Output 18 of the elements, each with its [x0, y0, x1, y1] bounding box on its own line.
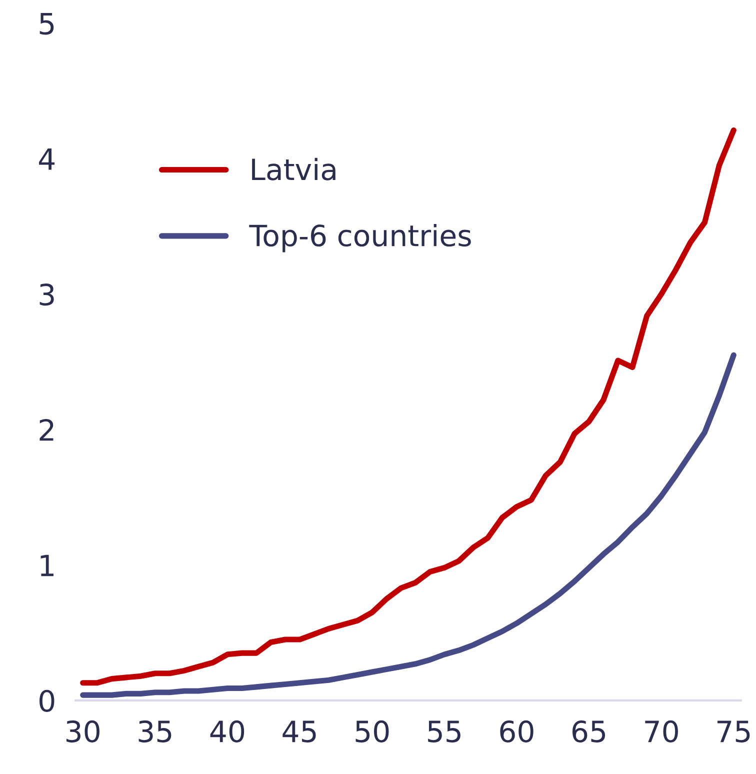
x-tick-label: 50	[356, 720, 389, 742]
y-tick-label: 2	[40, 419, 54, 441]
x-tick-label: 45	[282, 720, 316, 742]
y-tick-label: 3	[40, 284, 54, 306]
x-tick-label: 70	[645, 720, 678, 742]
x-tick-label: 55	[428, 720, 460, 742]
y-tick-label: 1	[40, 554, 54, 576]
x-tick-label: 35	[138, 720, 172, 742]
legend-label: Top-6 countries	[249, 224, 471, 252]
x-tick-label: 60	[500, 720, 534, 742]
x-tick-label: 30	[66, 720, 100, 742]
x-tick-label: 75	[717, 720, 750, 742]
y-tick-label: 4	[39, 148, 55, 170]
x-tick-label: 65	[572, 720, 606, 742]
y-tick-label: 0	[40, 690, 54, 712]
legend-label: Latvia	[252, 158, 336, 180]
y-tick-label: 5	[40, 13, 54, 35]
x-tick-label: 40	[210, 720, 244, 742]
